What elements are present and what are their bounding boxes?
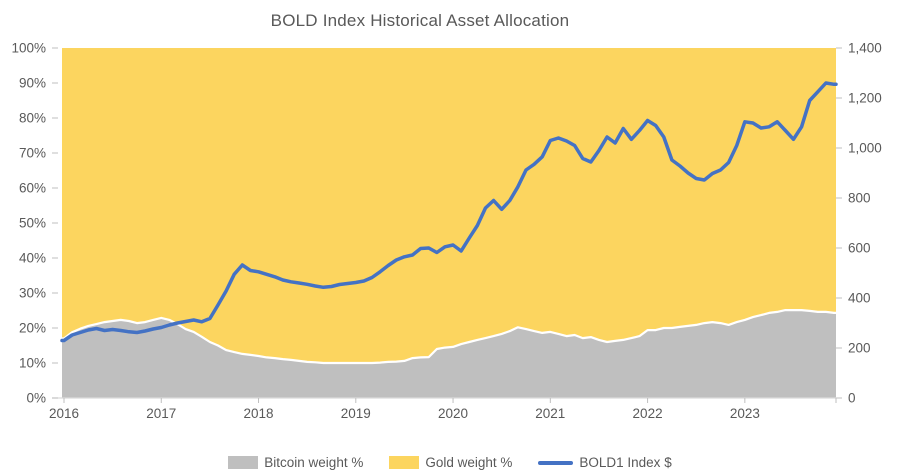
bold1-index-line-marker — [538, 460, 574, 465]
x-axis-label: 2020 — [438, 406, 468, 421]
legend-label-bold1-index: BOLD1 Index $ — [579, 455, 672, 470]
right-axis-label: 1,400 — [848, 41, 882, 56]
x-axis-label: 2021 — [535, 406, 565, 421]
legend-item-bold1-index: BOLD1 Index $ — [538, 455, 672, 470]
bitcoin-weight-swatch — [228, 456, 259, 469]
x-axis-label: 2022 — [633, 406, 663, 421]
x-axis-label: 2019 — [341, 406, 371, 421]
right-axis-label: 0 — [848, 391, 856, 406]
legend-label-bitcoin-weight: Bitcoin weight % — [264, 455, 364, 470]
left-axis-label: 20% — [19, 321, 46, 336]
left-axis-label: 70% — [19, 146, 46, 161]
bitcoin-area — [62, 310, 836, 398]
right-axis-label: 1,200 — [848, 91, 882, 106]
left-axis-label: 50% — [19, 216, 46, 231]
left-axis-label: 0% — [26, 391, 46, 406]
right-axis-label: 600 — [848, 241, 871, 256]
right-axis-label: 800 — [848, 191, 871, 206]
legend-label-gold-weight: Gold weight % — [425, 455, 513, 470]
chart-title: BOLD Index Historical Asset Allocation — [270, 11, 570, 30]
left-axis-label: 80% — [19, 111, 46, 126]
left-axis-label: 30% — [19, 286, 46, 301]
left-axis-label: 40% — [19, 251, 46, 266]
legend-item-bitcoin-weight: Bitcoin weight % — [228, 455, 363, 470]
left-axis-label: 100% — [11, 41, 46, 56]
x-axis-label: 2016 — [49, 406, 79, 421]
legend: Bitcoin weight % Gold weight % BOLD1 Ind… — [0, 455, 900, 470]
x-axis-label: 2017 — [146, 406, 176, 421]
left-axis-label: 10% — [19, 356, 46, 371]
x-axis-label: 2023 — [730, 406, 760, 421]
left-axis-label: 90% — [19, 76, 46, 91]
right-axis-label: 200 — [848, 341, 871, 356]
gold-weight-swatch — [389, 456, 420, 469]
right-axis-label: 1,000 — [848, 141, 882, 156]
left-axis-label: 60% — [19, 181, 46, 196]
area-boundary — [62, 309, 836, 365]
right-axis-label: 400 — [848, 291, 871, 306]
bold1-index-line — [60, 81, 838, 343]
legend-item-gold-weight: Gold weight % — [389, 455, 512, 470]
x-axis-label: 2018 — [244, 406, 274, 421]
